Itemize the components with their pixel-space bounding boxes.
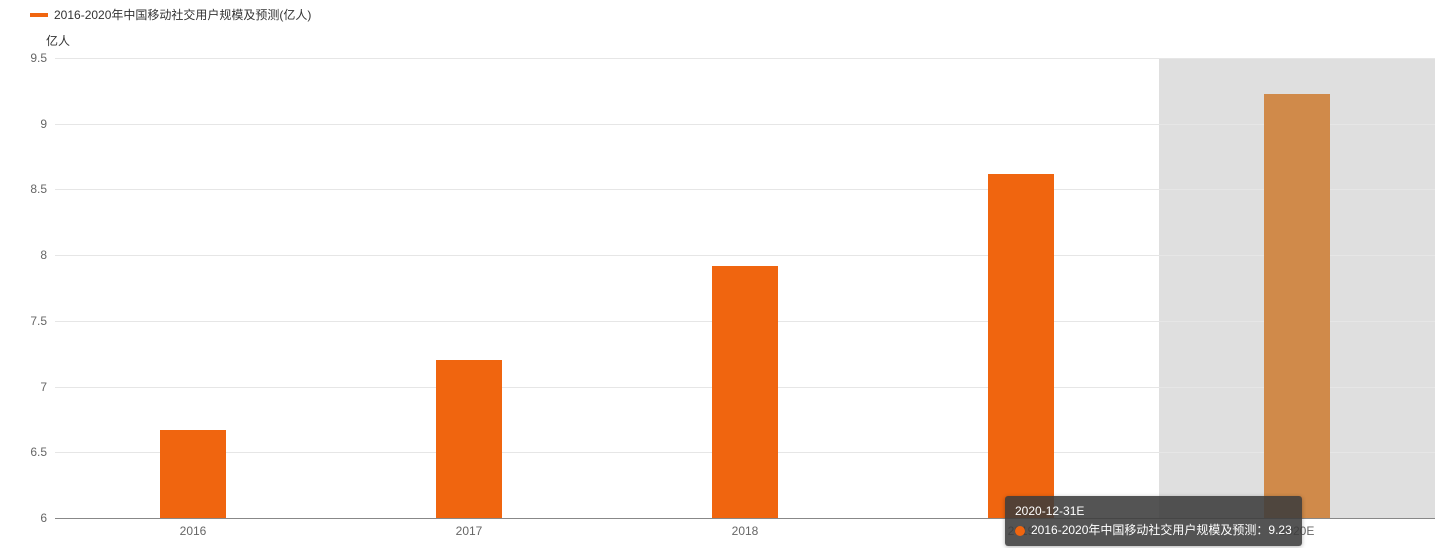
y-tick-label: 6.5	[30, 445, 55, 459]
gridline	[55, 58, 1435, 59]
tooltip-series-name: 2016-2020年中国移动社交用户规模及预测	[1031, 521, 1256, 540]
x-tick-label: 2018	[732, 518, 759, 538]
bar[interactable]	[160, 430, 226, 518]
tooltip-value: 9.23	[1268, 521, 1291, 540]
bar[interactable]	[436, 360, 502, 518]
tooltip-series-dot-icon	[1015, 526, 1025, 536]
plot-area: 66.577.588.599.520162017201820192020E	[55, 58, 1435, 518]
y-tick-label: 8	[40, 248, 55, 262]
x-tick-label: 2016	[180, 518, 207, 538]
legend-label: 2016-2020年中国移动社交用户规模及预测(亿人)	[54, 6, 311, 23]
y-axis-unit-label: 亿人	[46, 32, 70, 49]
y-tick-label: 8.5	[30, 182, 55, 196]
y-tick-label: 7.5	[30, 314, 55, 328]
tooltip-title: 2020-12-31E	[1015, 502, 1292, 521]
y-tick-label: 9.5	[30, 51, 55, 65]
y-tick-label: 7	[40, 380, 55, 394]
tooltip-separator: ：	[1256, 521, 1268, 540]
gridline	[55, 189, 1435, 190]
x-tick-label: 2017	[456, 518, 483, 538]
y-tick-label: 9	[40, 117, 55, 131]
bar[interactable]	[1264, 94, 1330, 519]
legend-swatch	[30, 13, 48, 17]
gridline	[55, 124, 1435, 125]
chart-container: 2016-2020年中国移动社交用户规模及预测(亿人) 亿人 66.577.58…	[0, 0, 1445, 548]
y-tick-label: 6	[40, 511, 55, 525]
bar[interactable]	[712, 266, 778, 518]
legend: 2016-2020年中国移动社交用户规模及预测(亿人)	[30, 6, 311, 23]
tooltip: 2020-12-31E 2016-2020年中国移动社交用户规模及预测 ： 9.…	[1005, 496, 1302, 546]
tooltip-series-row: 2016-2020年中国移动社交用户规模及预测 ： 9.23	[1015, 521, 1292, 540]
bar[interactable]	[988, 174, 1054, 518]
gridline	[55, 255, 1435, 256]
